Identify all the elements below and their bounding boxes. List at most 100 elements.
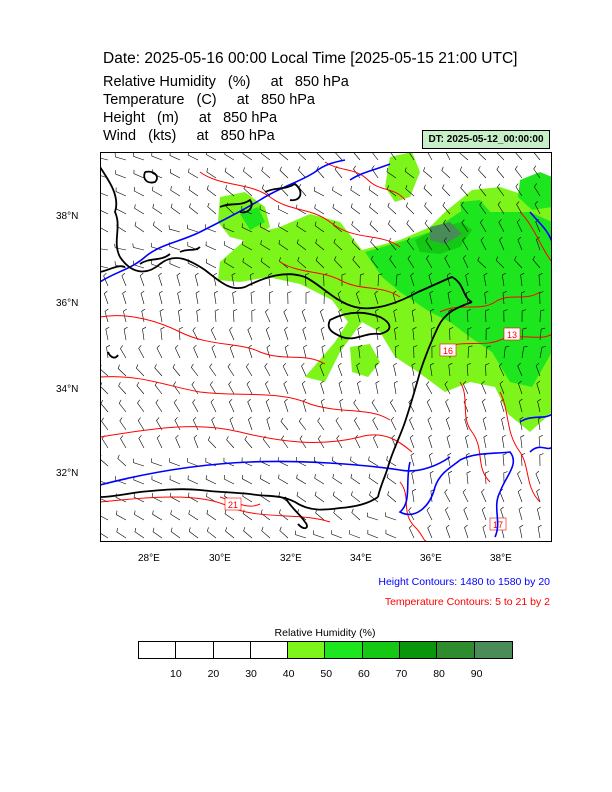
wind-barb (485, 309, 490, 323)
wind-barb (228, 398, 235, 413)
wind-barb (152, 221, 163, 233)
wind-barb (499, 236, 505, 251)
wind-barb (320, 326, 325, 341)
wind-barb (337, 362, 343, 377)
wind-barb (260, 152, 271, 161)
wind-barb (100, 532, 109, 539)
wind-barb (519, 524, 524, 539)
wind-barb (241, 474, 253, 485)
wind-barb (246, 380, 253, 395)
wind-barb (465, 452, 470, 467)
wind-barb (133, 493, 145, 503)
wind-barb (411, 308, 416, 323)
wind-barb (265, 398, 271, 413)
wind-barb (539, 453, 544, 467)
wind-barb (100, 454, 109, 467)
colorbar-label: 10 (170, 668, 182, 680)
wind-barb (137, 417, 145, 431)
wind-barb (533, 183, 541, 197)
wind-barb (228, 381, 235, 395)
wind-barb (152, 510, 163, 521)
wind-barb (461, 219, 469, 233)
contour-label: 21 (228, 500, 238, 510)
wind-barb (100, 265, 109, 269)
wind-barb (261, 526, 271, 539)
x-tick-label: 36°E (420, 553, 442, 564)
wind-barb (408, 507, 415, 521)
wind-barb (376, 345, 381, 359)
wind-barb (261, 184, 271, 197)
wind-barb (483, 434, 488, 449)
wind-barb (133, 152, 145, 161)
wind-barb (187, 475, 199, 485)
wind-barb (443, 237, 451, 251)
wind-barb (284, 326, 289, 341)
wind-barb (188, 492, 199, 503)
wind-barb (350, 473, 361, 485)
wind-barb (136, 381, 145, 395)
wind-barb (520, 272, 525, 287)
wind-barb (296, 222, 307, 233)
wind-barb (115, 170, 127, 179)
wind-barb (242, 240, 253, 251)
wind-barb (485, 345, 491, 359)
wind-barb (123, 308, 127, 323)
wind-barb (279, 166, 289, 179)
wind-barb (332, 474, 343, 485)
wind-barb (515, 183, 523, 197)
wind-barb (370, 238, 379, 251)
wind-barb (314, 491, 325, 503)
wind-barb (336, 435, 343, 449)
wind-barb (539, 309, 545, 323)
wind-barb (464, 416, 469, 431)
wind-barb (251, 309, 256, 323)
wind-barb (537, 524, 542, 539)
wind-barb (174, 417, 181, 431)
wind-barb (260, 492, 271, 503)
wind-barb (356, 308, 361, 323)
wind-barb (444, 255, 451, 269)
wind-barb (481, 488, 487, 503)
wind-barb (283, 308, 289, 323)
wind-barb (495, 256, 505, 269)
wind-barb (386, 456, 397, 467)
wind-barb (245, 363, 253, 377)
wind-barb (355, 290, 361, 305)
wind-barb (207, 436, 217, 449)
wind-barb (332, 456, 343, 467)
wind-barb (538, 273, 543, 287)
wind-barb (301, 308, 307, 323)
colorbar-label: 80 (433, 668, 445, 680)
wind-barb (501, 434, 506, 449)
wind-barb (296, 491, 307, 503)
wind-barb (209, 363, 217, 377)
wind-barb (121, 272, 127, 287)
wind-barb (351, 238, 361, 251)
wind-barb (319, 362, 325, 377)
wind-barb (462, 488, 469, 503)
wind-barb (394, 326, 399, 341)
wind-barb (532, 255, 541, 269)
wind-barb (358, 344, 363, 359)
wind-barb (260, 240, 271, 251)
wind-barb (445, 506, 451, 521)
wind-barb (105, 326, 110, 341)
wind-barb (482, 416, 487, 431)
wind-barb (388, 220, 397, 233)
wind-barb (424, 219, 433, 233)
weather-map: 16 13 17 21 (100, 152, 552, 542)
wind-barb (243, 167, 253, 179)
wind-barb (518, 506, 523, 521)
colorbar-cell (437, 642, 475, 658)
wind-barb (168, 225, 181, 233)
wind-barb (341, 273, 346, 287)
wind-barb (359, 273, 365, 287)
wind-barb (229, 326, 235, 341)
wind-barb (154, 381, 163, 395)
wind-barb (465, 290, 470, 305)
wind-barb (356, 362, 361, 377)
wind-barb (114, 152, 127, 161)
wind-barb (117, 364, 127, 377)
wind-barb (116, 528, 127, 539)
wind-barb (226, 436, 235, 449)
